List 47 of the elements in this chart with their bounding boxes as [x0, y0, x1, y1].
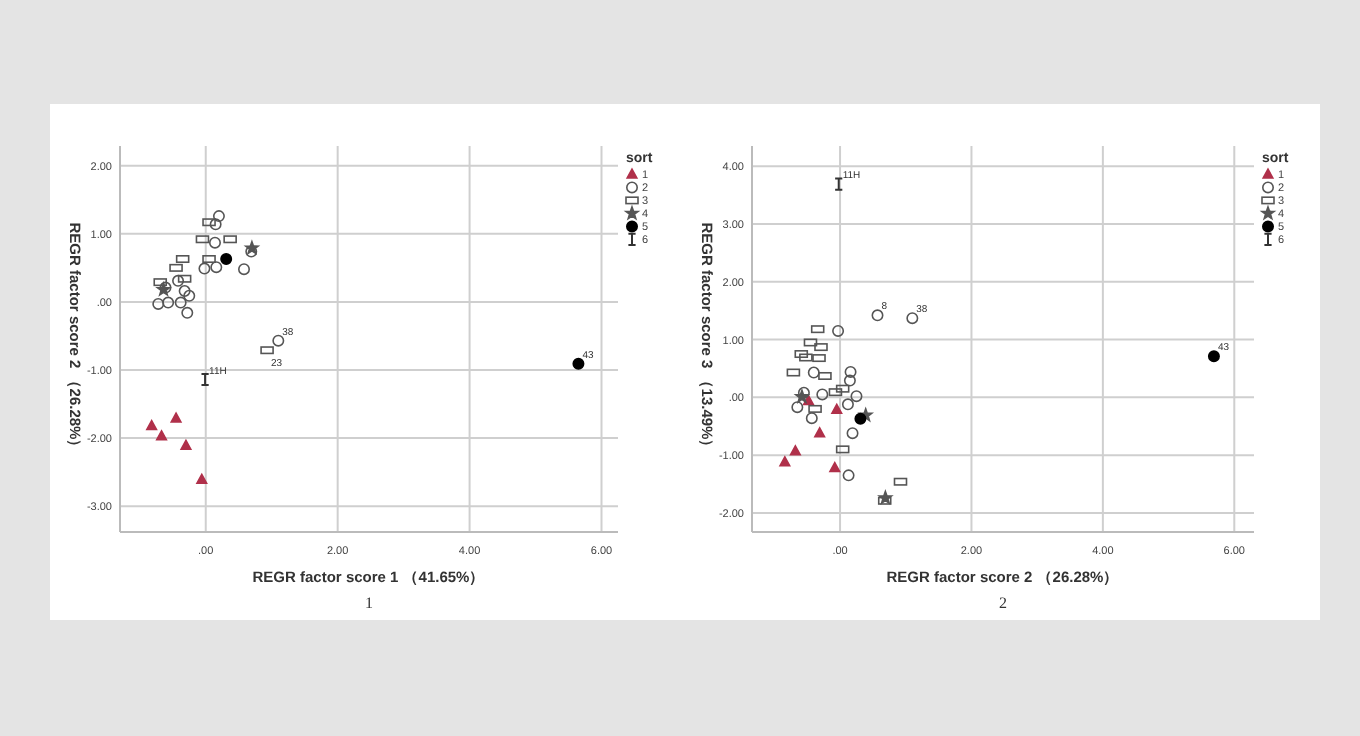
point: [791, 401, 804, 414]
point: [178, 285, 191, 298]
point: [238, 263, 251, 276]
point: [844, 365, 857, 378]
point: [843, 374, 856, 387]
point: [198, 262, 211, 275]
point: [779, 456, 791, 467]
point: [181, 306, 194, 319]
point: [841, 398, 854, 411]
point: [572, 357, 585, 370]
point: [170, 412, 182, 423]
point: [846, 427, 859, 440]
point: [906, 312, 919, 325]
text: 2: [999, 594, 1007, 612]
point: [146, 419, 158, 431]
point: [814, 427, 826, 438]
point: [155, 430, 168, 441]
point: [854, 412, 867, 425]
point: [152, 297, 165, 310]
point: [871, 309, 884, 322]
point: [174, 296, 187, 309]
point: [172, 274, 185, 287]
text: 1: [365, 594, 373, 612]
point: [272, 334, 285, 347]
point: [212, 210, 225, 223]
point: [789, 445, 801, 456]
point: [1207, 350, 1220, 363]
point: [829, 461, 841, 473]
point: [878, 490, 893, 504]
point: [805, 412, 818, 425]
point: [816, 388, 829, 401]
point: [220, 253, 233, 266]
point: [850, 390, 863, 403]
point: [210, 261, 223, 274]
point: [162, 296, 175, 309]
point: [832, 324, 845, 337]
point: [831, 403, 843, 414]
point: [797, 386, 810, 399]
point: [196, 473, 208, 484]
point: [180, 439, 192, 450]
point: [209, 218, 222, 231]
point: [245, 240, 259, 255]
point: [245, 245, 258, 258]
point: [208, 236, 221, 249]
point: [183, 289, 196, 302]
point: [842, 469, 855, 482]
point: [807, 366, 820, 379]
